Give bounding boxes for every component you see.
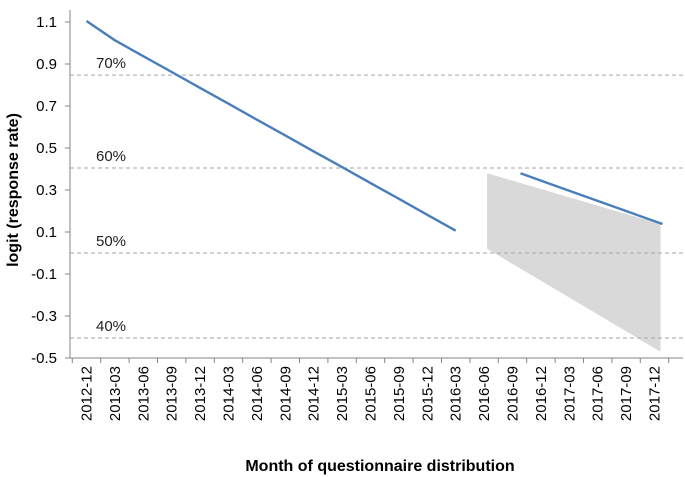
x-tick-label: 2017-09 bbox=[618, 366, 635, 421]
x-tick-label: 2013-03 bbox=[107, 366, 124, 421]
reference-lines-layer: 70% 60% 50% 40% bbox=[70, 55, 683, 339]
y-tick-label: -0.3 bbox=[31, 308, 57, 325]
axes-layer bbox=[65, 10, 683, 363]
x-tick-label: 2014-09 bbox=[277, 366, 294, 421]
x-tick-label: 2014-12 bbox=[306, 366, 323, 421]
x-tick-label: 2016-06 bbox=[476, 366, 493, 421]
tick-labels-layer: 1.1 0.9 0.7 0.5 0.3 0.1 -0.1 -0.3 -0.5 2012-12 201… bbox=[31, 14, 663, 421]
x-tick-label: 2015-09 bbox=[391, 366, 408, 421]
y-tick-label: -0.5 bbox=[31, 350, 57, 367]
y-axis-title: logit (response rate) bbox=[5, 113, 22, 267]
x-tick-label: 2015-03 bbox=[334, 366, 351, 421]
x-tick-label: 2016-12 bbox=[533, 366, 550, 421]
series-line-1 bbox=[85, 20, 457, 232]
uncertainty-band bbox=[487, 173, 661, 352]
x-tick-label: 2017-03 bbox=[561, 366, 578, 421]
y-tick-label: 0.1 bbox=[36, 224, 57, 241]
series-layer bbox=[85, 20, 663, 232]
x-tick-label: 2016-09 bbox=[505, 366, 522, 421]
x-tick-label: 2015-06 bbox=[363, 366, 380, 421]
y-tick-label: -0.1 bbox=[31, 266, 57, 283]
x-axis-title: Month of questionnaire distribution bbox=[245, 458, 514, 475]
x-tick-label: 2015-12 bbox=[419, 366, 436, 421]
reference-label-70pct: 70% bbox=[96, 55, 126, 72]
x-tick-label: 2014-03 bbox=[221, 366, 238, 421]
y-tick-label: 0.7 bbox=[36, 98, 57, 115]
reference-label-60pct: 60% bbox=[96, 148, 126, 165]
x-tick-label: 2016-03 bbox=[448, 366, 465, 421]
uncertainty-band-layer bbox=[487, 173, 661, 352]
x-tick-label: 2013-06 bbox=[135, 366, 152, 421]
y-tick-label: 0.3 bbox=[36, 182, 57, 199]
reference-label-50pct: 50% bbox=[96, 233, 126, 250]
x-tick-label: 2013-09 bbox=[164, 366, 181, 421]
y-tick-label: 0.9 bbox=[36, 56, 57, 73]
y-tick-label: 0.5 bbox=[36, 140, 57, 157]
x-tick-label: 2013-12 bbox=[192, 366, 209, 421]
x-tick-label: 2017-06 bbox=[590, 366, 607, 421]
reference-label-40pct: 40% bbox=[96, 318, 126, 335]
x-tick-label: 2012-12 bbox=[79, 366, 96, 421]
x-tick-label: 2017-12 bbox=[647, 366, 664, 421]
y-tick-label: 1.1 bbox=[36, 14, 57, 31]
series-line-2 bbox=[520, 172, 663, 226]
x-tick-label: 2014-06 bbox=[249, 366, 266, 421]
